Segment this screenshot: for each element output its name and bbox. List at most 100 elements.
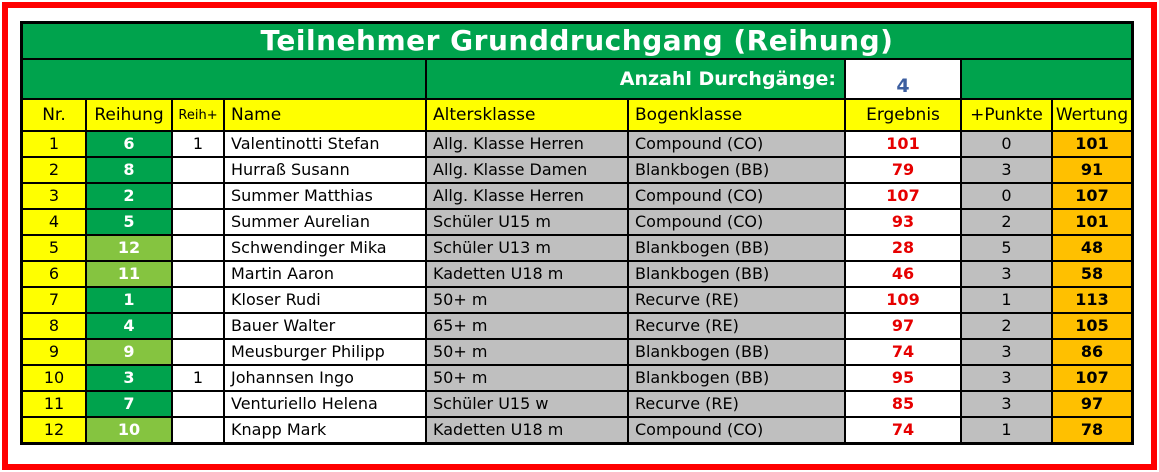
cell-punkte[interactable]: 1 <box>962 288 1051 312</box>
cell-reih-plus[interactable] <box>173 288 223 312</box>
cell-ergebnis[interactable]: 97 <box>846 314 960 338</box>
cell-punkte[interactable]: 3 <box>962 158 1051 182</box>
cell-reihung[interactable]: 6 <box>87 132 171 156</box>
cell-nr[interactable]: 6 <box>23 262 85 286</box>
cell-altersklasse[interactable]: Allg. Klasse Damen <box>427 158 627 182</box>
cell-nr[interactable]: 2 <box>23 158 85 182</box>
cell-reihung[interactable]: 2 <box>87 184 171 208</box>
header-wertung[interactable]: Wertung <box>1053 100 1131 130</box>
cell-wertung[interactable]: 86 <box>1053 340 1131 364</box>
cell-wertung[interactable]: 91 <box>1053 158 1131 182</box>
cell-bogenklasse[interactable]: Blankbogen (BB) <box>629 366 844 390</box>
cell-reihung[interactable]: 12 <box>87 236 171 260</box>
cell-wertung[interactable]: 97 <box>1053 392 1131 416</box>
cell-reih-plus[interactable] <box>173 314 223 338</box>
cell-ergebnis[interactable]: 107 <box>846 184 960 208</box>
cell-ergebnis[interactable]: 101 <box>846 132 960 156</box>
cell-punkte[interactable]: 3 <box>962 262 1051 286</box>
cell-reihung[interactable]: 8 <box>87 158 171 182</box>
cell-bogenklasse[interactable]: Compound (CO) <box>629 210 844 234</box>
cell-wertung[interactable]: 107 <box>1053 184 1131 208</box>
cell-punkte[interactable]: 2 <box>962 210 1051 234</box>
cell-reihung[interactable]: 11 <box>87 262 171 286</box>
cell-name[interactable]: Schwendinger Mika <box>225 236 425 260</box>
anzahl-durchgaenge-value[interactable]: 4 <box>846 60 960 98</box>
cell-reih-plus[interactable] <box>173 210 223 234</box>
cell-name[interactable]: Meusburger Philipp <box>225 340 425 364</box>
cell-altersklasse[interactable]: 65+ m <box>427 314 627 338</box>
cell-reih-plus[interactable] <box>173 340 223 364</box>
cell-bogenklasse[interactable]: Recurve (RE) <box>629 288 844 312</box>
header-altersklasse[interactable]: Altersklasse <box>427 100 627 130</box>
cell-nr[interactable]: 5 <box>23 236 85 260</box>
cell-name[interactable]: Bauer Walter <box>225 314 425 338</box>
cell-nr[interactable]: 12 <box>23 418 85 442</box>
cell-reihung[interactable]: 7 <box>87 392 171 416</box>
cell-nr[interactable]: 1 <box>23 132 85 156</box>
cell-bogenklasse[interactable]: Blankbogen (BB) <box>629 236 844 260</box>
cell-reih-plus[interactable] <box>173 262 223 286</box>
cell-altersklasse[interactable]: 50+ m <box>427 340 627 364</box>
cell-bogenklasse[interactable]: Compound (CO) <box>629 418 844 442</box>
cell-wertung[interactable]: 101 <box>1053 210 1131 234</box>
cell-bogenklasse[interactable]: Blankbogen (BB) <box>629 340 844 364</box>
cell-name[interactable]: Venturiello Helena <box>225 392 425 416</box>
cell-ergebnis[interactable]: 85 <box>846 392 960 416</box>
cell-reihung[interactable]: 1 <box>87 288 171 312</box>
cell-wertung[interactable]: 105 <box>1053 314 1131 338</box>
cell-punkte[interactable]: 0 <box>962 184 1051 208</box>
cell-reih-plus[interactable] <box>173 236 223 260</box>
cell-bogenklasse[interactable]: Recurve (RE) <box>629 392 844 416</box>
cell-ergebnis[interactable]: 109 <box>846 288 960 312</box>
cell-wertung[interactable]: 78 <box>1053 418 1131 442</box>
cell-name[interactable]: Kloser Rudi <box>225 288 425 312</box>
cell-ergebnis[interactable]: 74 <box>846 418 960 442</box>
cell-punkte[interactable]: 3 <box>962 366 1051 390</box>
cell-nr[interactable]: 3 <box>23 184 85 208</box>
cell-reih-plus[interactable]: 1 <box>173 132 223 156</box>
cell-name[interactable]: Johannsen Ingo <box>225 366 425 390</box>
header-reih-plus[interactable]: Reih+ <box>173 100 223 130</box>
cell-ergebnis[interactable]: 28 <box>846 236 960 260</box>
header-reihung[interactable]: Reihung <box>87 100 171 130</box>
header-nr[interactable]: Nr. <box>23 100 85 130</box>
cell-name[interactable]: Hurraß Susann <box>225 158 425 182</box>
cell-wertung[interactable]: 113 <box>1053 288 1131 312</box>
cell-bogenklasse[interactable]: Compound (CO) <box>629 132 844 156</box>
cell-reihung[interactable]: 4 <box>87 314 171 338</box>
cell-ergebnis[interactable]: 95 <box>846 366 960 390</box>
cell-punkte[interactable]: 5 <box>962 236 1051 260</box>
cell-bogenklasse[interactable]: Compound (CO) <box>629 184 844 208</box>
cell-ergebnis[interactable]: 74 <box>846 340 960 364</box>
cell-altersklasse[interactable]: Kadetten U18 m <box>427 262 627 286</box>
cell-punkte[interactable]: 1 <box>962 418 1051 442</box>
cell-nr[interactable]: 4 <box>23 210 85 234</box>
cell-bogenklasse[interactable]: Blankbogen (BB) <box>629 262 844 286</box>
cell-ergebnis[interactable]: 93 <box>846 210 960 234</box>
cell-name[interactable]: Knapp Mark <box>225 418 425 442</box>
cell-reih-plus[interactable] <box>173 418 223 442</box>
cell-wertung[interactable]: 58 <box>1053 262 1131 286</box>
cell-altersklasse[interactable]: Schüler U15 m <box>427 210 627 234</box>
header-punkte[interactable]: +Punkte <box>962 100 1051 130</box>
cell-nr[interactable]: 7 <box>23 288 85 312</box>
cell-nr[interactable]: 10 <box>23 366 85 390</box>
cell-altersklasse[interactable]: 50+ m <box>427 366 627 390</box>
cell-wertung[interactable]: 48 <box>1053 236 1131 260</box>
cell-bogenklasse[interactable]: Blankbogen (BB) <box>629 158 844 182</box>
cell-name[interactable]: Summer Matthias <box>225 184 425 208</box>
cell-name[interactable]: Martin Aaron <box>225 262 425 286</box>
cell-punkte[interactable]: 2 <box>962 314 1051 338</box>
cell-reihung[interactable]: 10 <box>87 418 171 442</box>
cell-altersklasse[interactable]: 50+ m <box>427 288 627 312</box>
cell-punkte[interactable]: 0 <box>962 132 1051 156</box>
header-name[interactable]: Name <box>225 100 425 130</box>
cell-altersklasse[interactable]: Kadetten U18 m <box>427 418 627 442</box>
cell-altersklasse[interactable]: Schüler U15 w <box>427 392 627 416</box>
cell-punkte[interactable]: 3 <box>962 392 1051 416</box>
cell-nr[interactable]: 11 <box>23 392 85 416</box>
cell-wertung[interactable]: 101 <box>1053 132 1131 156</box>
header-ergebnis[interactable]: Ergebnis <box>846 100 960 130</box>
cell-altersklasse[interactable]: Allg. Klasse Herren <box>427 184 627 208</box>
cell-reih-plus[interactable] <box>173 158 223 182</box>
